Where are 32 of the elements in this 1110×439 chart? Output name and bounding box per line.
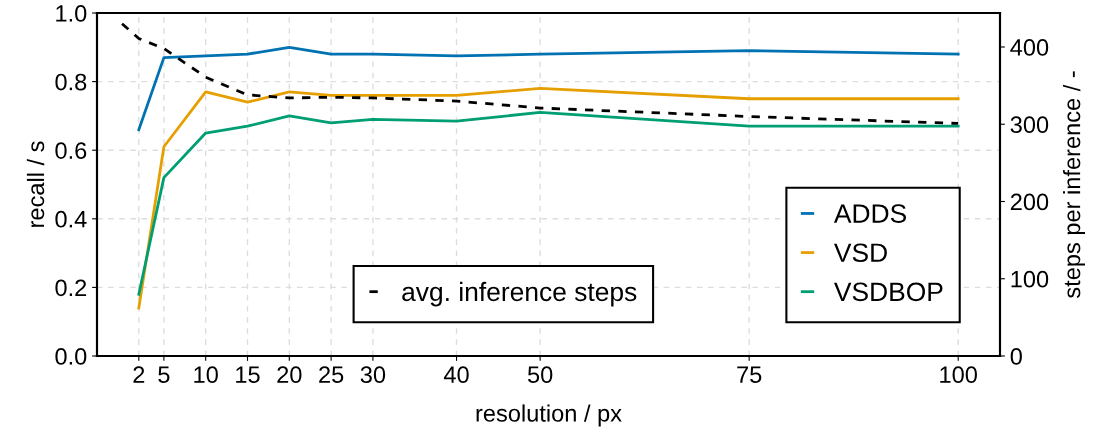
x-tick-label: 40 bbox=[443, 366, 469, 384]
line-series bbox=[120, 22, 960, 125]
y2-tick-label: 200 bbox=[1010, 193, 1049, 211]
y2-tick-label: 300 bbox=[1010, 116, 1049, 134]
line-series bbox=[137, 87, 960, 310]
y-tick-label: 0.4 bbox=[55, 210, 87, 228]
x-tick-label: 2 bbox=[133, 366, 145, 383]
y-axis-title: recall / s bbox=[26, 141, 45, 227]
x-axis-title: resolution / px bbox=[476, 404, 622, 427]
x-tick-label: 75 bbox=[737, 366, 762, 384]
y2-tick-label: 0 bbox=[1010, 348, 1022, 365]
y-tick-label: 0.2 bbox=[55, 279, 87, 297]
legend-label: avg. inference steps bbox=[402, 281, 637, 307]
y2-tick-label: 400 bbox=[1010, 39, 1049, 56]
x-tick-label: 50 bbox=[527, 366, 553, 384]
y-tick-label: 0.0 bbox=[55, 348, 87, 365]
y-tick-label: 0.6 bbox=[55, 142, 87, 159]
x-tick-label: 100 bbox=[940, 366, 977, 384]
line-series bbox=[137, 45, 960, 132]
x-tick-label: 15 bbox=[236, 366, 260, 384]
y-tick-label: 1.0 bbox=[56, 5, 87, 22]
y-tick-label: 0.8 bbox=[55, 73, 87, 91]
y2-tick-label: 100 bbox=[1011, 270, 1049, 288]
x-tick-label: 25 bbox=[319, 366, 344, 384]
y2-axis-title: steps per inference / - bbox=[1063, 71, 1086, 299]
x-tick-label: 20 bbox=[277, 366, 302, 384]
x-tick-label: 10 bbox=[194, 366, 218, 384]
x-tick-label: 5 bbox=[158, 366, 170, 384]
legend-label: VSDBOP bbox=[834, 282, 943, 302]
legend-label: ADDS bbox=[833, 204, 906, 223]
legend-label: VSD bbox=[834, 243, 887, 263]
x-tick-label: 30 bbox=[360, 366, 386, 384]
